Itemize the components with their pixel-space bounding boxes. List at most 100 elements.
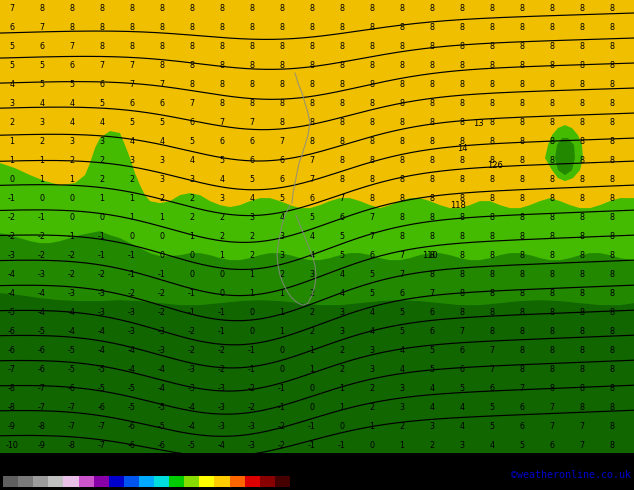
Text: 8: 8 (550, 42, 555, 50)
Text: 8: 8 (429, 213, 434, 221)
Text: -3: -3 (188, 384, 196, 392)
Text: 8: 8 (519, 194, 524, 202)
Text: 8: 8 (489, 3, 495, 13)
Text: 8: 8 (399, 98, 404, 108)
Text: 8: 8 (429, 137, 434, 146)
Text: 8: 8 (519, 98, 524, 108)
Text: -4: -4 (98, 327, 106, 336)
Text: 4: 4 (70, 118, 75, 126)
Text: 8: 8 (250, 79, 254, 89)
Text: 6: 6 (460, 365, 465, 374)
Text: 4: 4 (370, 327, 375, 336)
Text: 5: 5 (370, 289, 375, 297)
Text: 8: 8 (399, 174, 404, 184)
Text: -3: -3 (8, 251, 16, 260)
Text: 5: 5 (190, 137, 195, 146)
Text: 5: 5 (10, 61, 15, 70)
Text: 6: 6 (460, 345, 465, 355)
Text: 7: 7 (100, 61, 105, 70)
Text: 8: 8 (70, 3, 75, 13)
Text: 8: 8 (399, 79, 404, 89)
Text: 2: 2 (309, 289, 314, 297)
Text: 5: 5 (39, 61, 44, 70)
Text: -42: -42 (28, 488, 39, 490)
Text: 8: 8 (519, 213, 524, 221)
Text: 8: 8 (339, 42, 344, 50)
Text: 0: 0 (190, 251, 195, 260)
Text: -8: -8 (120, 488, 127, 490)
Text: 3: 3 (429, 422, 434, 431)
Text: 8: 8 (579, 251, 585, 260)
Text: 8: 8 (460, 174, 465, 184)
Text: 3: 3 (399, 403, 404, 412)
Text: 8: 8 (489, 137, 495, 146)
Text: -3: -3 (218, 403, 226, 412)
Text: -3: -3 (98, 308, 106, 317)
Text: 0: 0 (309, 384, 314, 392)
Text: 4: 4 (10, 79, 15, 89)
Text: 7: 7 (70, 42, 75, 50)
Text: 3: 3 (370, 345, 375, 355)
Text: -6: -6 (38, 365, 46, 374)
Text: 4: 4 (100, 118, 105, 126)
Text: 8: 8 (429, 3, 434, 13)
Text: 7: 7 (550, 403, 555, 412)
Text: 8: 8 (519, 270, 524, 279)
Text: 8: 8 (280, 61, 285, 70)
Text: 8: 8 (399, 232, 404, 241)
Text: 1: 1 (370, 422, 375, 431)
Text: 4: 4 (429, 403, 434, 412)
Text: 8: 8 (489, 23, 495, 31)
Text: 5: 5 (429, 365, 434, 374)
Text: 8: 8 (460, 118, 465, 126)
Text: 4: 4 (250, 194, 254, 202)
Text: 8: 8 (339, 118, 344, 126)
Text: -48: -48 (13, 488, 23, 490)
Text: 8: 8 (219, 79, 224, 89)
Text: 6: 6 (129, 98, 134, 108)
Bar (245, 476, 260, 487)
Text: 0: 0 (250, 327, 254, 336)
Text: 8: 8 (550, 365, 555, 374)
Text: -2: -2 (218, 365, 226, 374)
Text: 8: 8 (579, 327, 585, 336)
Text: 8: 8 (609, 3, 614, 13)
Text: 6: 6 (250, 156, 254, 165)
Text: -1: -1 (218, 308, 226, 317)
Text: -3: -3 (218, 422, 226, 431)
Text: 6: 6 (100, 79, 105, 89)
Text: -5: -5 (98, 365, 106, 374)
Text: 2: 2 (100, 174, 105, 184)
Text: -6: -6 (98, 403, 106, 412)
Text: 8: 8 (579, 42, 585, 50)
Text: 2: 2 (219, 232, 224, 241)
Text: 2: 2 (339, 345, 344, 355)
Text: 8: 8 (280, 98, 285, 108)
Text: 8: 8 (550, 345, 555, 355)
Text: 0: 0 (70, 194, 75, 202)
Text: 1: 1 (219, 251, 224, 260)
Text: 1: 1 (399, 441, 404, 450)
Text: 1: 1 (39, 156, 44, 165)
Text: 8: 8 (399, 23, 404, 31)
Text: 8: 8 (429, 251, 434, 260)
Text: -1: -1 (278, 384, 286, 392)
Text: 8: 8 (429, 156, 434, 165)
Text: -2: -2 (278, 422, 286, 431)
Text: 2: 2 (219, 213, 224, 221)
Text: 3: 3 (70, 137, 75, 146)
Text: 7: 7 (429, 289, 434, 297)
Text: 8: 8 (309, 42, 314, 50)
Text: 7: 7 (10, 3, 15, 13)
Text: 0: 0 (160, 251, 164, 260)
Text: -2: -2 (188, 327, 196, 336)
Text: -1: -1 (248, 365, 256, 374)
Text: 0: 0 (370, 441, 375, 450)
Text: 8: 8 (399, 137, 404, 146)
Text: 8: 8 (219, 42, 224, 50)
Text: 8: 8 (399, 156, 404, 165)
Text: 6: 6 (550, 441, 555, 450)
Text: 5: 5 (39, 79, 44, 89)
Text: -3: -3 (218, 384, 226, 392)
Text: 4: 4 (280, 213, 285, 221)
